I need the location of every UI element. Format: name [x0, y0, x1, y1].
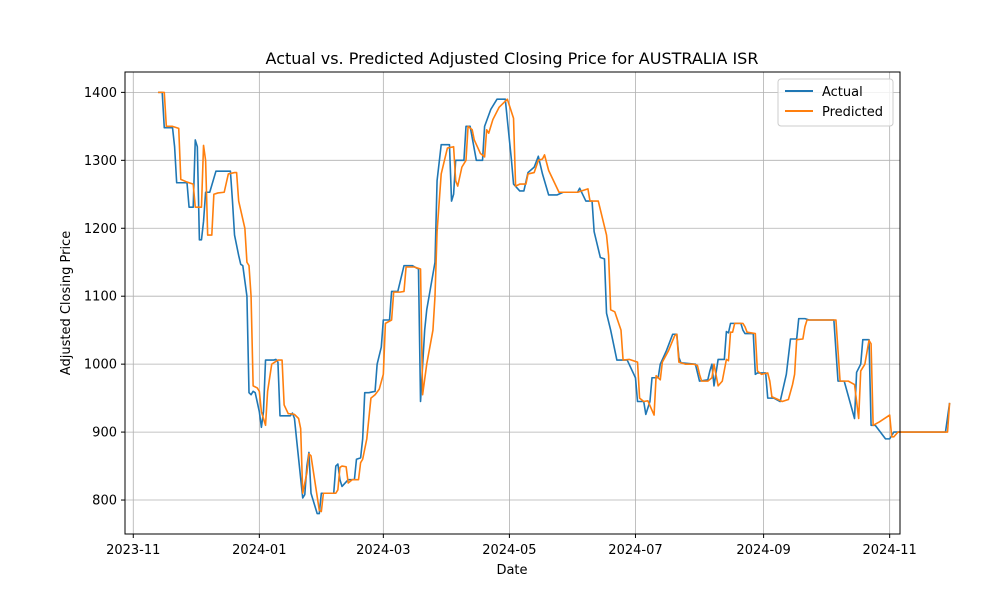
y-tick-label: 1000 [84, 358, 117, 373]
y-tick-label: 900 [92, 426, 117, 441]
x-axis: 2023-11 2024-01 2024-03 2024-05 2024-07 2024-… [106, 534, 917, 558]
series-line-predicted [158, 91, 951, 513]
x-tick-label: 2024-07 [608, 543, 662, 558]
x-tick-label: 2024-01 [232, 543, 286, 558]
x-tick-label: 2024-03 [356, 543, 410, 558]
y-axis-label: Adjusted Closing Price [59, 231, 74, 375]
y-tick-label: 1100 [84, 290, 117, 305]
legend-label-actual: Actual [822, 85, 863, 100]
x-tick-label: 2024-11 [863, 543, 917, 558]
series-line-actual [158, 91, 951, 515]
y-tick-label: 800 [92, 494, 117, 509]
y-axis: 800 900 1000 1100 1200 1300 1400 [84, 86, 125, 509]
series-lines [158, 91, 951, 515]
x-axis-label: Date [496, 563, 527, 578]
grid [125, 72, 900, 534]
y-tick-label: 1300 [84, 154, 117, 169]
x-tick-label: 2023-11 [106, 543, 160, 558]
plot-frame [124, 71, 901, 535]
y-tick-label: 1200 [84, 222, 117, 237]
chart-title: Actual vs. Predicted Adjusted Closing Pr… [266, 49, 759, 68]
legend: Actual Predicted [777, 78, 894, 127]
y-tick-label: 1400 [84, 86, 117, 101]
legend-label-predicted: Predicted [822, 105, 883, 120]
plot-area [125, 72, 900, 534]
x-tick-label: 2024-05 [482, 543, 536, 558]
x-tick-label: 2024-09 [736, 543, 790, 558]
